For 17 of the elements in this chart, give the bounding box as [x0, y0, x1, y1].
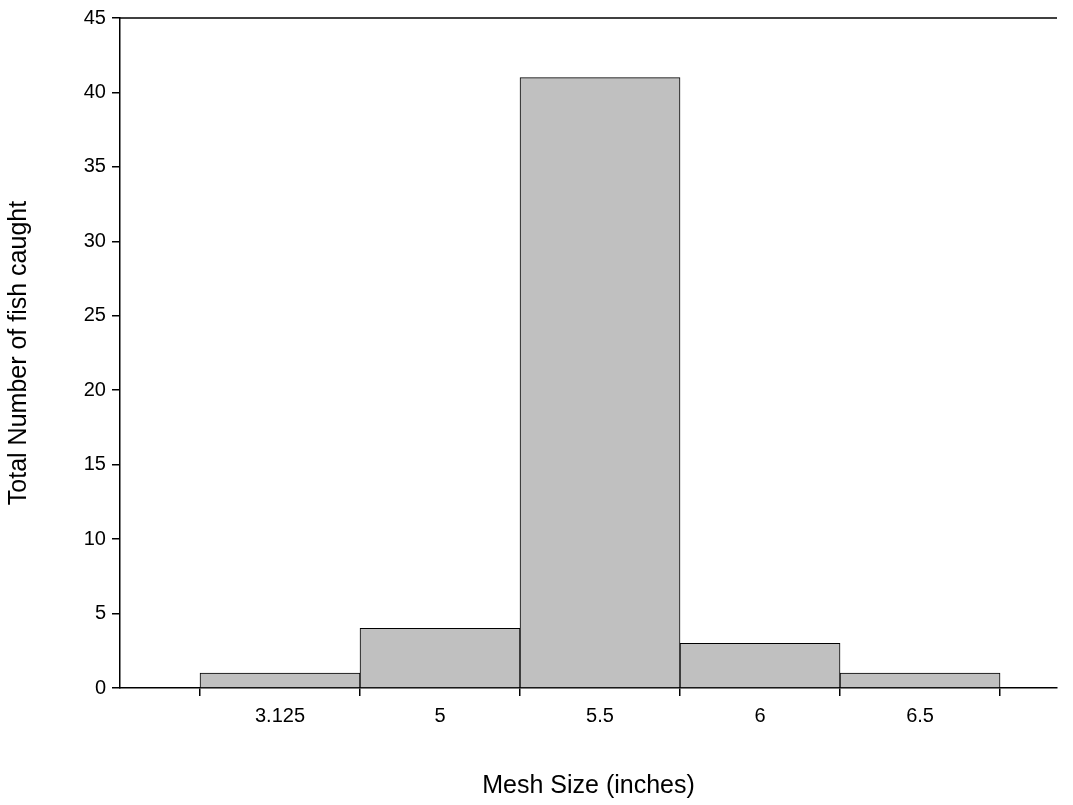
y-axis-title: Total Number of fish caught [2, 200, 31, 506]
y-tick-label: 40 [83, 79, 106, 102]
y-tick-label: 0 [94, 675, 106, 698]
y-tick-label: 25 [83, 303, 106, 326]
x-tick-label: 3.125 [254, 703, 306, 726]
y-tick-label: 45 [83, 5, 106, 28]
x-tick-label: 6.5 [906, 703, 934, 726]
y-tick-label: 30 [83, 228, 106, 251]
x-tick-label: 5.5 [586, 703, 614, 726]
x-tick-label: 6 [754, 703, 766, 726]
x-tick-label: 5 [434, 703, 446, 726]
x-axis-title: Mesh Size (inches) [482, 769, 695, 798]
y-tick-label: 10 [83, 526, 106, 549]
y-tick-label: 5 [94, 601, 106, 624]
y-tick-label: 35 [83, 154, 106, 177]
y-tick-label: 15 [83, 452, 106, 475]
y-tick-label: 20 [83, 377, 106, 400]
